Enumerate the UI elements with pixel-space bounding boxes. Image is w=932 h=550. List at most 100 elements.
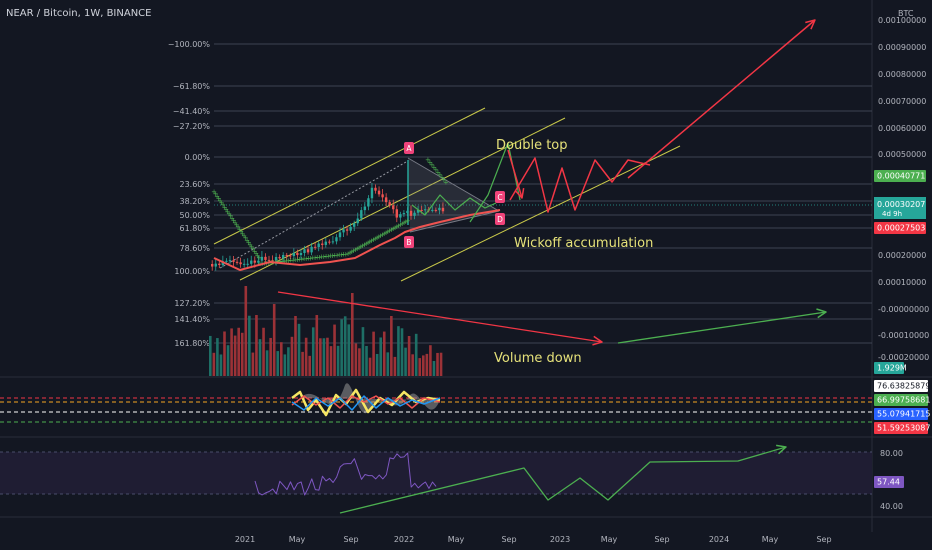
supertrend-mark: + (231, 217, 237, 225)
candle-body (246, 263, 249, 265)
x-axis-tick-label: 2024 (709, 535, 729, 544)
supertrend-mark: + (383, 229, 389, 237)
volume-bar (407, 336, 411, 376)
volume-bar (311, 327, 315, 376)
volume-bar (244, 286, 248, 376)
candle-body (342, 229, 345, 233)
supertrend-mark: + (232, 219, 238, 227)
volume-bar (375, 353, 379, 376)
fib-level-label: 127.20% (174, 299, 210, 308)
supertrend-mark: + (433, 166, 439, 174)
volume-bar (365, 345, 368, 376)
candle-body (253, 260, 256, 263)
supertrend-mark: + (310, 254, 316, 262)
candle-body (431, 209, 434, 211)
candle-body (218, 263, 221, 266)
oscillator-value-tag-bg (874, 380, 928, 392)
candle-body (420, 209, 423, 211)
y-axis-tick-label: 0.00010000 (878, 278, 926, 287)
volume-bar (255, 314, 258, 376)
volume-bar (386, 352, 390, 376)
y-axis-tick-label: 0.00020000 (878, 251, 926, 260)
volume-bar (230, 328, 233, 376)
supertrend-mark: + (303, 255, 309, 263)
rsi-line (254, 452, 437, 496)
volume-bar (322, 338, 326, 376)
volume-bar (315, 315, 319, 376)
candle-body (278, 257, 281, 259)
y-axis-tick-label: 0.00070000 (878, 97, 926, 106)
x-axis-tick-label: May (448, 535, 465, 544)
supertrend-mark: + (352, 246, 358, 254)
price-tag-bg (874, 222, 926, 234)
supertrend-mark: + (325, 252, 331, 260)
candle-body (306, 249, 310, 253)
volume-bar (439, 352, 443, 376)
candle-body (299, 252, 303, 256)
supertrend-mark: + (288, 257, 294, 265)
rsi-value-tag: 57.44 (877, 478, 900, 487)
y-axis-tick-label: -0.00020000 (878, 353, 929, 362)
candle-body (388, 202, 391, 206)
candle-body (424, 209, 427, 211)
currency-label: BTC (898, 9, 914, 18)
supertrend-mark: + (367, 238, 373, 246)
volume-bar (414, 333, 418, 376)
volume-bar (358, 348, 361, 376)
candle-body (416, 209, 420, 213)
supertrend-mark: + (214, 192, 220, 200)
oscillator-value-tag-bg (874, 422, 928, 434)
supertrend-mark: + (255, 252, 261, 260)
triangle-fill (408, 158, 499, 232)
fib-level-label: −61.80% (173, 82, 211, 91)
volume-up-arrow (617, 311, 827, 344)
candle-body (381, 194, 384, 198)
fib-level-label: 0.00% (185, 153, 211, 162)
volume-bar (411, 354, 414, 376)
supertrend-mark: + (226, 210, 232, 218)
volume-bar (418, 358, 422, 376)
supertrend-mark: + (216, 195, 222, 203)
pattern-point-label: B (406, 238, 411, 247)
candle-body (225, 260, 228, 262)
volume-bar (368, 357, 372, 376)
volume-bar (233, 335, 237, 376)
candle-body (331, 241, 335, 243)
volume-tag-bg (874, 362, 904, 374)
candle-body (392, 205, 395, 210)
volume-bar (308, 355, 311, 376)
candle-body (214, 263, 217, 267)
supertrend-mark: + (312, 254, 318, 262)
volume-bar (336, 345, 340, 376)
volume-bar (319, 338, 322, 376)
supertrend-mark: + (286, 257, 292, 265)
candle-body (321, 243, 324, 245)
supertrend-mark: + (431, 164, 437, 172)
candle-body (292, 252, 296, 257)
rsi-value-tag-bg (874, 476, 904, 488)
x-axis-tick-label: Sep (501, 535, 516, 544)
x-axis-tick-label: 2021 (235, 535, 255, 544)
y-axis-tick-label: 0.00060000 (878, 124, 926, 133)
supertrend-mark: + (429, 161, 435, 169)
volume-bar (326, 337, 329, 376)
volume-bar (301, 351, 304, 376)
rsi-projection-head (776, 444, 787, 455)
candle-body (242, 263, 246, 265)
x-axis-tick-label: May (601, 535, 618, 544)
volume-bar (400, 328, 404, 376)
fib-level-label: 78.60% (179, 244, 210, 253)
volume-bar (223, 331, 226, 376)
fib-level-label: −41.40% (173, 107, 211, 116)
volume-bar (329, 346, 333, 376)
supertrend-mark: + (299, 255, 305, 263)
pattern-point-label: A (406, 144, 412, 153)
rsi-axis-label: 40.00 (880, 502, 903, 511)
supertrend-mark: + (347, 249, 353, 257)
supertrend-mark: + (358, 243, 364, 251)
supertrend-mark: + (363, 240, 369, 248)
volume-bar (432, 360, 436, 376)
candle-body (317, 243, 320, 248)
candle-body (363, 206, 367, 211)
